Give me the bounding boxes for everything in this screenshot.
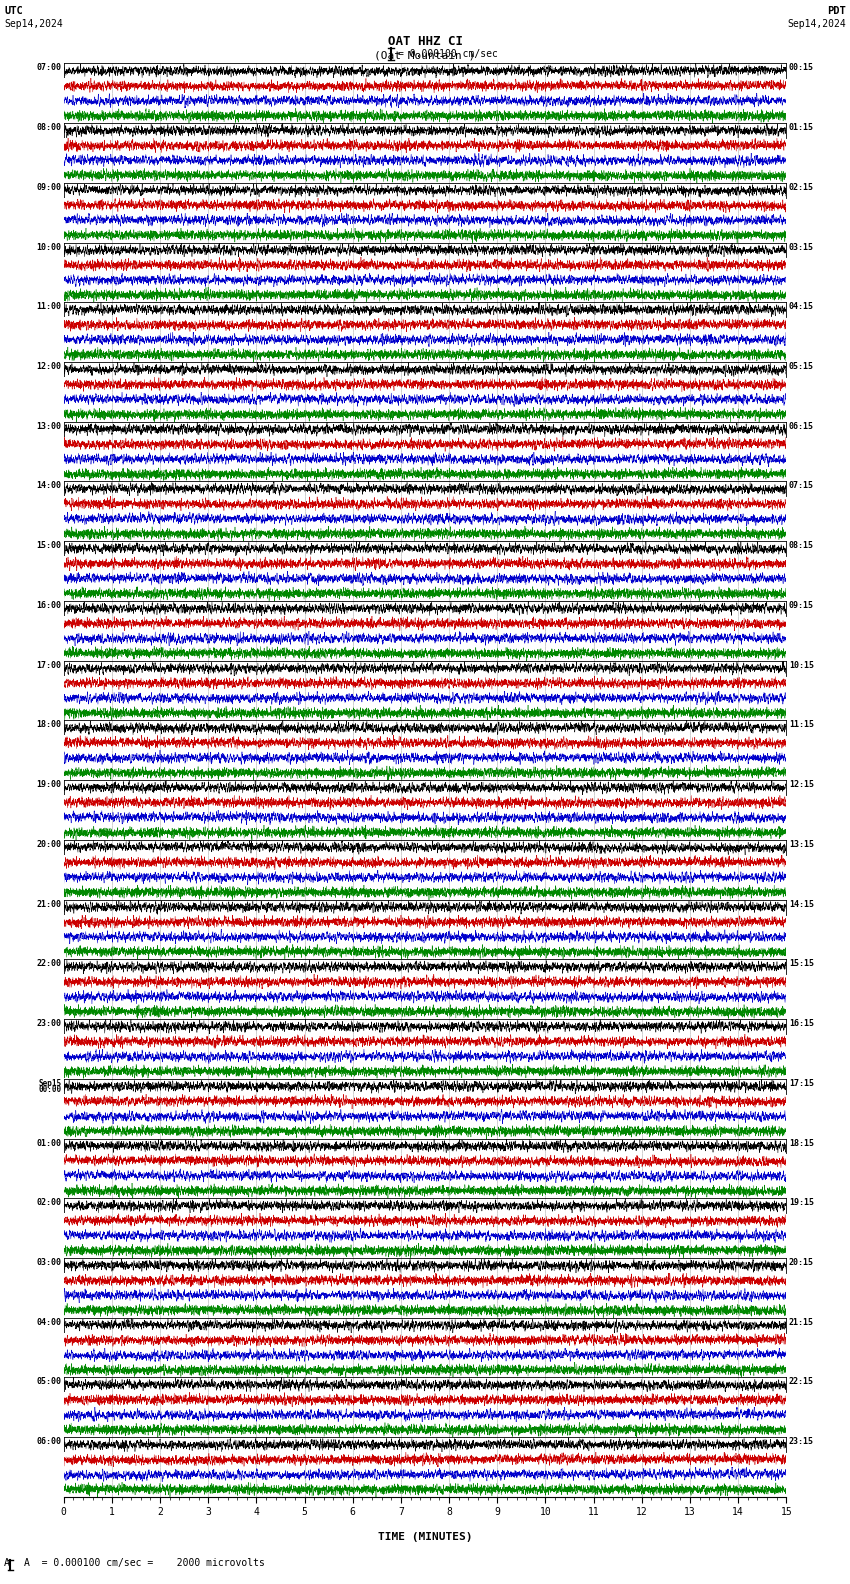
Text: 11:15: 11:15 — [789, 721, 813, 729]
Text: 12:15: 12:15 — [789, 781, 813, 789]
Text: 02:00: 02:00 — [37, 1198, 61, 1207]
Text: PDT: PDT — [827, 6, 846, 16]
Text: 03:00: 03:00 — [37, 1258, 61, 1267]
Text: 12:00: 12:00 — [37, 363, 61, 371]
Text: 09:15: 09:15 — [789, 600, 813, 610]
Text: 07:15: 07:15 — [789, 482, 813, 491]
Text: 03:15: 03:15 — [789, 242, 813, 252]
Text: 04:00: 04:00 — [37, 1318, 61, 1327]
Text: 15:00: 15:00 — [37, 542, 61, 550]
Text: 01:15: 01:15 — [789, 124, 813, 131]
Text: Sep15: Sep15 — [38, 1079, 61, 1088]
Text: (Oat Mountain ): (Oat Mountain ) — [374, 51, 476, 60]
Text: 08:00: 08:00 — [37, 124, 61, 131]
Text: 16:00: 16:00 — [37, 600, 61, 610]
Text: 10:15: 10:15 — [789, 661, 813, 670]
Text: Sep14,2024: Sep14,2024 — [4, 19, 63, 29]
Text: 22:00: 22:00 — [37, 960, 61, 968]
Text: 00:00: 00:00 — [38, 1085, 61, 1093]
Text: 14:15: 14:15 — [789, 900, 813, 909]
Text: 05:00: 05:00 — [37, 1378, 61, 1386]
Text: 09:00: 09:00 — [37, 182, 61, 192]
Text: 10:00: 10:00 — [37, 242, 61, 252]
Text: = 0.000100 cm/sec: = 0.000100 cm/sec — [398, 49, 497, 59]
Text: 02:15: 02:15 — [789, 182, 813, 192]
Text: 13:15: 13:15 — [789, 840, 813, 849]
Text: 01:00: 01:00 — [37, 1139, 61, 1147]
Text: 04:15: 04:15 — [789, 303, 813, 312]
Text: 14:00: 14:00 — [37, 482, 61, 491]
Text: 22:15: 22:15 — [789, 1378, 813, 1386]
Text: 18:15: 18:15 — [789, 1139, 813, 1147]
Text: 20:00: 20:00 — [37, 840, 61, 849]
Text: 20:15: 20:15 — [789, 1258, 813, 1267]
Text: 11:00: 11:00 — [37, 303, 61, 312]
Text: 21:15: 21:15 — [789, 1318, 813, 1327]
Text: 23:00: 23:00 — [37, 1019, 61, 1028]
Text: 00:15: 00:15 — [789, 63, 813, 73]
Text: 13:00: 13:00 — [37, 421, 61, 431]
Text: 17:00: 17:00 — [37, 661, 61, 670]
Text: TIME (MINUTES): TIME (MINUTES) — [377, 1532, 473, 1541]
Text: 05:15: 05:15 — [789, 363, 813, 371]
Text: 19:00: 19:00 — [37, 781, 61, 789]
Text: UTC: UTC — [4, 6, 23, 16]
Text: 18:00: 18:00 — [37, 721, 61, 729]
Text: 15:15: 15:15 — [789, 960, 813, 968]
Text: 07:00: 07:00 — [37, 63, 61, 73]
Text: A: A — [4, 1559, 10, 1568]
Text: 19:15: 19:15 — [789, 1198, 813, 1207]
Text: OAT HHZ CI: OAT HHZ CI — [388, 35, 462, 48]
Text: Sep14,2024: Sep14,2024 — [787, 19, 846, 29]
Text: 21:00: 21:00 — [37, 900, 61, 909]
Text: 06:15: 06:15 — [789, 421, 813, 431]
Text: 16:15: 16:15 — [789, 1019, 813, 1028]
Text: 23:15: 23:15 — [789, 1437, 813, 1446]
Text: 17:15: 17:15 — [789, 1079, 813, 1088]
Text: 06:00: 06:00 — [37, 1437, 61, 1446]
Text: A  = 0.000100 cm/sec =    2000 microvolts: A = 0.000100 cm/sec = 2000 microvolts — [24, 1559, 264, 1568]
Text: 08:15: 08:15 — [789, 542, 813, 550]
